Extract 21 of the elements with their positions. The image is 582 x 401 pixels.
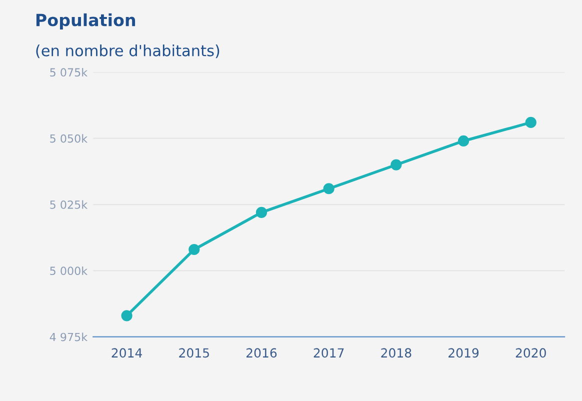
- y-tick-label: 5 000k: [50, 266, 88, 276]
- point: [188, 244, 200, 256]
- x-tick-label: 2020: [516, 348, 546, 358]
- y-tick-label: 5 075k: [50, 68, 88, 77]
- chart-subtitle: (en nombre d'habitants): [36, 44, 220, 58]
- x-tick-label: 2016: [246, 348, 277, 358]
- point: [458, 135, 470, 147]
- point: [256, 206, 268, 218]
- x-tick-label: 2015: [179, 348, 209, 358]
- y-tick-label: 5 050k: [50, 134, 88, 143]
- x-tick-label: 2017: [314, 348, 344, 358]
- x-tick-label: 2019: [448, 348, 479, 358]
- y-tick-label: 4 975k: [50, 332, 88, 342]
- point: [390, 159, 402, 170]
- point: [525, 116, 536, 128]
- y-tick-label: 5 025k: [50, 200, 88, 209]
- x-tick-label: 2018: [381, 348, 412, 358]
- point: [323, 183, 334, 194]
- point: [121, 310, 132, 322]
- x-tick-label: 2014: [112, 348, 142, 358]
- chart-title: Population: [36, 13, 136, 30]
